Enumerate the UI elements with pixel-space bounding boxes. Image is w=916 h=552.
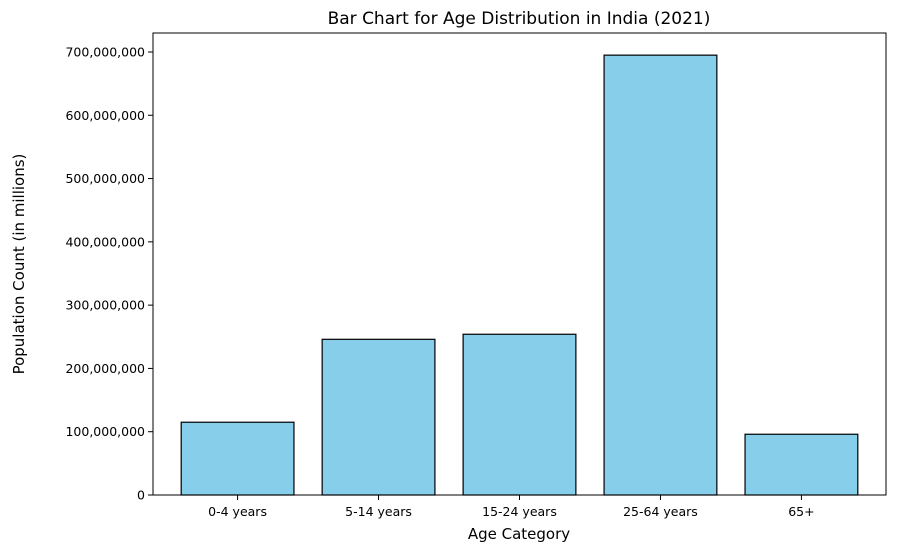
x-tick-label: 65+ xyxy=(788,504,814,519)
y-tick-label: 700,000,000 xyxy=(65,44,145,59)
y-tick-label: 300,000,000 xyxy=(65,298,145,313)
bar-15-24-years xyxy=(462,333,577,496)
plot-frame xyxy=(152,32,887,496)
x-axis-label: Age Category xyxy=(468,525,570,543)
y-tick-label: 200,000,000 xyxy=(65,361,145,376)
chart-title: Bar Chart for Age Distribution in India … xyxy=(328,9,711,29)
bar-25-64-years xyxy=(603,54,718,496)
bar-65 xyxy=(744,433,859,496)
bar-5-14-years xyxy=(321,338,436,496)
y-tick-label: 100,000,000 xyxy=(65,424,145,439)
y-axis-label: Population Count (in millions) xyxy=(10,154,28,375)
y-tick-label: 400,000,000 xyxy=(65,234,145,249)
x-tick-label: 0-4 years xyxy=(208,504,267,519)
bars-group xyxy=(180,54,859,496)
y-tick-label: 0 xyxy=(137,488,145,503)
bar-0-4-years xyxy=(180,421,295,496)
y-tick-label: 500,000,000 xyxy=(65,171,145,186)
y-tick-label: 600,000,000 xyxy=(65,108,145,123)
x-tick-label: 15-24 years xyxy=(482,504,557,519)
x-tick-label: 5-14 years xyxy=(345,504,412,519)
x-axis: 0-4 years 5-14 years 15-24 years 25-64 year… xyxy=(208,495,815,519)
y-axis: 0 100,000,000 200,000,000 300,000,000 400,00… xyxy=(65,44,153,503)
x-tick-label: 25-64 years xyxy=(623,504,698,519)
